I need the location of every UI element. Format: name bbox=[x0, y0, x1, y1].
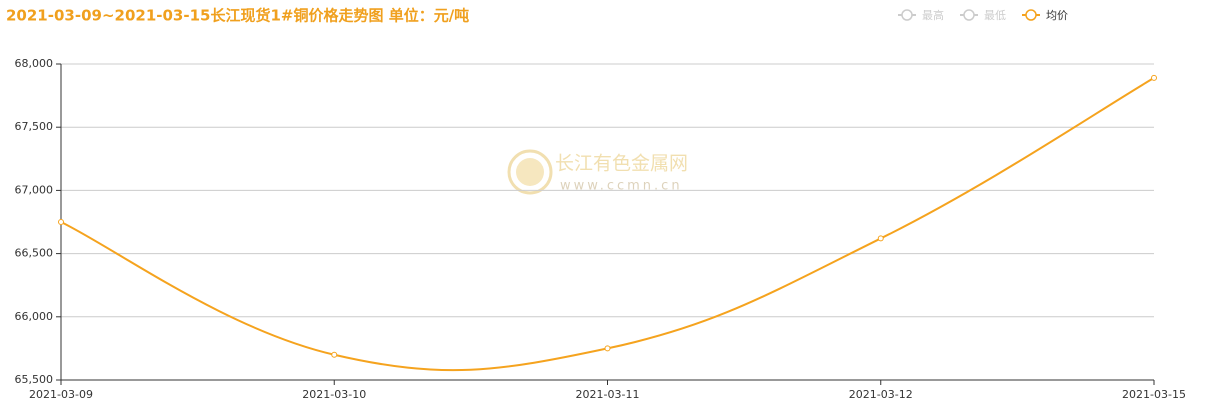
watermark-url: www.ccmn.cn bbox=[560, 179, 683, 194]
legend-label: 最高 bbox=[922, 8, 944, 22]
x-tick-label: 2021-03-09 bbox=[29, 388, 93, 401]
chart-title: 2021-03-09~2021-03-15长江现货1#铜价格走势图 单位：元/吨 bbox=[6, 7, 469, 25]
y-tick-label: 67,500 bbox=[15, 120, 54, 133]
watermark: 长江有色金属网 www.ccmn.cn bbox=[507, 149, 688, 195]
watermark-logo bbox=[507, 149, 553, 195]
x-tick-label: 2021-03-10 bbox=[302, 388, 366, 401]
legend-icon bbox=[1025, 9, 1037, 21]
point bbox=[58, 219, 64, 225]
legend-icon bbox=[901, 9, 913, 21]
y-tick-label: 68,000 bbox=[15, 57, 54, 70]
legend-label: 均价 bbox=[1046, 9, 1068, 22]
point bbox=[604, 345, 611, 352]
x-tick-label: 2021-03-15 bbox=[1122, 388, 1186, 401]
y-tick-label: 66,000 bbox=[15, 310, 54, 323]
legend-icon bbox=[963, 9, 975, 21]
point bbox=[1151, 74, 1157, 81]
watermark-name: 长江有色金属网 bbox=[555, 153, 688, 175]
y-tick-label: 67,000 bbox=[15, 183, 54, 196]
watermark-logo bbox=[516, 158, 544, 186]
x-tick-label: 2021-03-11 bbox=[576, 388, 640, 401]
point bbox=[877, 235, 884, 242]
point bbox=[331, 351, 338, 358]
y-tick-label: 66,500 bbox=[15, 247, 54, 260]
line bbox=[60, 77, 1155, 372]
x-tick-label: 2021-03-12 bbox=[849, 388, 913, 401]
y-tick-label: 65,500 bbox=[15, 373, 54, 386]
legend-label: 最低 bbox=[984, 9, 1006, 22]
